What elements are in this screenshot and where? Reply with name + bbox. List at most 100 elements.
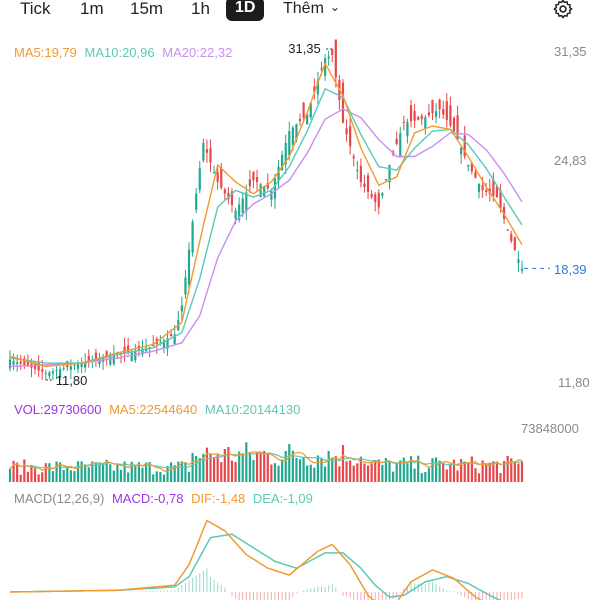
candle-body: [259, 184, 262, 197]
low-price-annotation: 11,80: [56, 373, 88, 388]
volume-bar: [162, 474, 166, 482]
volume-bar: [334, 456, 337, 482]
candle-body: [323, 58, 327, 76]
volume-bar: [492, 461, 495, 482]
candle-body: [277, 166, 280, 182]
volume-bar: [263, 450, 266, 482]
volume-bar: [16, 462, 19, 482]
tab-tick[interactable]: Tick: [20, 0, 51, 18]
volume-bar: [349, 460, 352, 482]
candle-body: [470, 163, 473, 172]
chevron-down-icon: ⌄: [329, 0, 340, 14]
candle-body: [499, 190, 502, 209]
candle-body: [62, 368, 65, 370]
volume-bar: [173, 465, 176, 482]
volume-bar: [377, 459, 380, 482]
volume-bar: [198, 458, 201, 482]
volume-bar: [284, 450, 287, 482]
tab-1h[interactable]: 1h: [191, 0, 210, 18]
candle-body: [309, 103, 312, 118]
candle-body: [406, 121, 409, 137]
candle-body: [302, 102, 305, 118]
volume-bar: [445, 469, 448, 482]
volume-bar: [406, 463, 409, 482]
candle-body: [248, 179, 251, 187]
candle-body: [281, 154, 284, 171]
volume-bar: [291, 450, 294, 482]
volume-bar: [366, 465, 370, 482]
macd-legend: MACD(12,26,9) MACD:-0,78 DIF:-1,48 DEA:-…: [14, 491, 313, 506]
candle-body: [55, 370, 58, 372]
volume-bar: [130, 461, 133, 482]
volume-bar: [270, 464, 273, 482]
volume-bar: [37, 474, 40, 482]
candle-body: [370, 194, 373, 198]
volume-bar: [223, 449, 226, 482]
tab-1d[interactable]: 1D: [226, 0, 265, 21]
ma20-legend: MA20:22,32: [162, 45, 233, 60]
candle-body: [270, 190, 273, 200]
volume-bar: [352, 465, 355, 482]
candle-body: [191, 221, 194, 253]
tab-15m[interactable]: 15m: [130, 0, 164, 18]
volume-bar: [313, 467, 316, 482]
candle-body: [245, 192, 248, 212]
volume-bar: [119, 469, 123, 482]
volume-bar: [159, 471, 162, 482]
candle-body: [345, 128, 348, 135]
candle-body: [438, 99, 441, 110]
volume-bar: [184, 462, 187, 482]
volume-bar: [281, 459, 284, 482]
candle-body: [205, 149, 209, 153]
vol-ma10-legend: MA10:20144130: [204, 402, 301, 417]
volume-bar: [266, 452, 269, 482]
candle-body: [12, 361, 15, 365]
volume-bar: [148, 462, 151, 482]
dea-value: DEA:-1,09: [252, 491, 313, 506]
candle-body: [134, 350, 137, 361]
candle-body: [73, 365, 76, 367]
candle-body: [431, 100, 434, 114]
volume-bar: [309, 464, 312, 482]
volume-bar: [98, 462, 101, 482]
candle-body: [166, 338, 169, 349]
candle-body: [130, 351, 133, 362]
candle-body: [16, 362, 19, 365]
candle-body: [363, 183, 366, 187]
volume-bar: [187, 471, 191, 482]
volume-ma5-line: [9, 451, 522, 473]
candle-body: [76, 364, 80, 369]
candle-body: [445, 101, 448, 121]
volume-bar: [506, 455, 509, 482]
volume-bar: [277, 465, 280, 482]
candle-body: [94, 352, 98, 360]
volume-bar: [245, 442, 248, 482]
volume-bar: [80, 461, 83, 482]
volume-bar: [295, 457, 298, 482]
volume-bar: [392, 471, 395, 482]
ma20-line: [9, 108, 523, 368]
candle-body: [399, 133, 402, 158]
volume-bar: [420, 473, 423, 482]
more-timeframes-dropdown[interactable]: Thêm ⌄: [283, 0, 340, 18]
tab-1m[interactable]: 1m: [80, 0, 104, 18]
candle-body: [19, 361, 22, 364]
candle-body: [420, 115, 423, 120]
candle-body: [284, 142, 287, 165]
volume-bar: [170, 462, 173, 482]
volume-bar: [302, 457, 305, 482]
candle-body: [216, 172, 219, 182]
volume-bar: [456, 470, 459, 482]
gear-icon[interactable]: [552, 0, 574, 20]
volume-bar: [155, 471, 158, 482]
volume-bar: [248, 452, 251, 482]
volume-bar: [144, 462, 148, 482]
candle-body: [26, 361, 30, 367]
macd-params: MACD(12,26,9): [14, 491, 105, 506]
volume-bar: [137, 462, 140, 482]
ma5-legend: MA5:19,79: [14, 45, 77, 60]
candle-body: [87, 355, 90, 362]
candle-body: [331, 49, 334, 55]
volume-bar: [19, 474, 22, 482]
